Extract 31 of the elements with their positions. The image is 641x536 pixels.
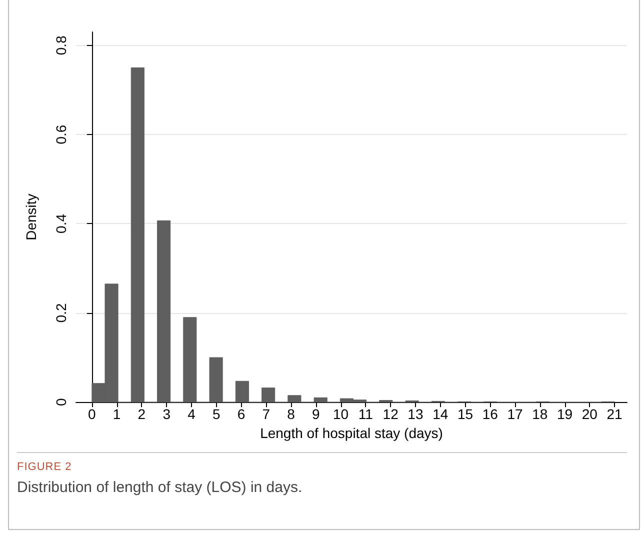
x-tick-label: 9 [312,406,320,422]
x-tick-label: 16 [482,406,498,422]
x-tick-label: 11 [358,406,374,422]
x-tick-label: 10 [333,406,349,422]
y-tick-label: 0.8 [53,35,69,56]
x-tick-label: 8 [287,406,296,422]
y-tick-label: 0 [53,398,69,406]
text: Distribution of length of stay (LOS) in days. [17,479,304,496]
x-tick-label: 3 [162,406,171,422]
x-tick-label: 15 [457,406,474,422]
x-tick-label: 20 [582,406,598,422]
x-tick-label: 12 [382,406,399,422]
x-axis-title: Length of hospital stay (days) [260,425,443,441]
x-tick-label: 14 [432,406,448,422]
x-tick-label: 19 [556,406,573,422]
x-tick-label: 0 [88,406,96,422]
x-tick-label: 2 [138,406,146,422]
x-tick-label: 1 [112,406,121,422]
y-axis-title: Density [23,194,39,240]
x-tick-label: 13 [408,406,424,422]
y-tick-label: 0.2 [53,302,69,323]
x-tick-label: 21 [606,406,623,422]
x-tick-label: 17 [507,406,524,422]
x-tick-label: 7 [262,406,270,422]
x-tick-label: 6 [237,406,246,422]
y-tick-label: 0.6 [53,124,69,144]
caption: FIGURE 2 [17,461,73,473]
y-tick-label: 0.4 [53,214,69,234]
x-tick-label: 4 [188,406,196,422]
x-tick-label: 18 [532,406,548,422]
x-tick-label: 5 [212,406,220,422]
